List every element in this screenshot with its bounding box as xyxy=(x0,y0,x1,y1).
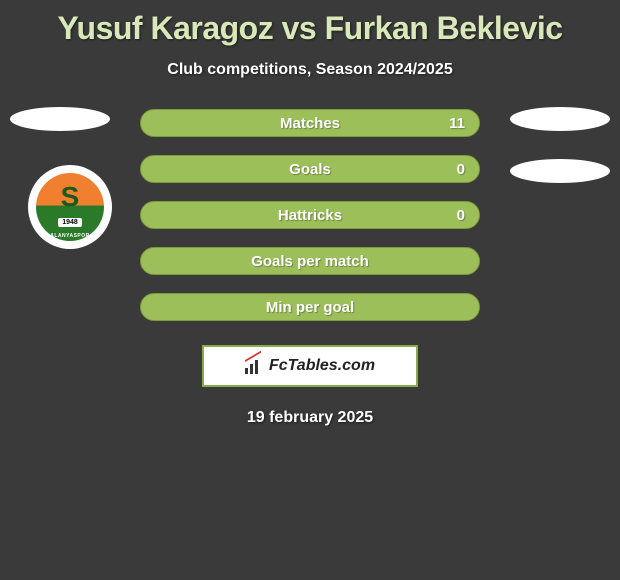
brand-box[interactable]: FcTables.com xyxy=(202,345,418,387)
footer-date: 19 february 2025 xyxy=(0,409,620,427)
player-right-placeholder-2 xyxy=(510,159,610,183)
stat-row-matches: Matches 11 xyxy=(140,109,480,137)
club-badge: S 1948 ALANYASPOR xyxy=(28,165,112,249)
club-name: ALANYASPOR xyxy=(50,233,90,239)
stat-value: 0 xyxy=(457,161,465,178)
stat-row-goals: Goals 0 xyxy=(140,155,480,183)
stat-row-min-per-goal: Min per goal xyxy=(140,293,480,321)
comparison-title: Yusuf Karagoz vs Furkan Beklevic xyxy=(0,0,620,47)
club-badge-inner: S 1948 ALANYASPOR xyxy=(36,173,104,241)
stat-row-goals-per-match: Goals per match xyxy=(140,247,480,275)
brand-text: FcTables.com xyxy=(269,357,375,375)
season-subtitle: Club competitions, Season 2024/2025 xyxy=(0,61,620,79)
stat-label: Goals xyxy=(289,161,331,178)
comparison-content: S 1948 ALANYASPOR Matches 11 Goals 0 Hat… xyxy=(0,109,620,427)
player-left-placeholder xyxy=(10,107,110,131)
chart-icon xyxy=(245,358,263,374)
stat-value: 11 xyxy=(449,115,465,132)
player-right-placeholder-1 xyxy=(510,107,610,131)
stat-row-hattricks: Hattricks 0 xyxy=(140,201,480,229)
club-year: 1948 xyxy=(58,218,82,227)
stat-label: Hattricks xyxy=(278,207,342,224)
stat-label: Min per goal xyxy=(266,299,354,316)
club-letter: S xyxy=(61,181,80,213)
stat-label: Matches xyxy=(280,115,340,132)
stat-value: 0 xyxy=(457,207,465,224)
stat-label: Goals per match xyxy=(251,253,369,270)
